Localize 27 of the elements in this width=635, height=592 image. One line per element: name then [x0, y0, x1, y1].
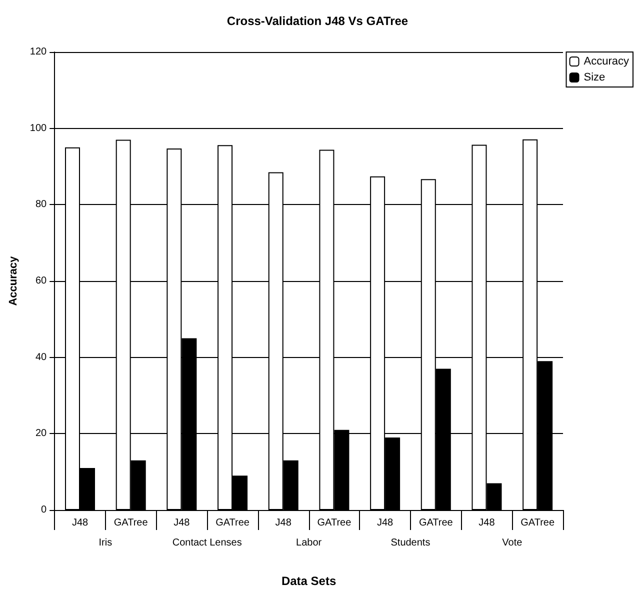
x-tick-label: GATree — [114, 518, 148, 528]
y-tick-label: 80 — [35, 199, 48, 210]
legend-label: Size — [584, 72, 606, 84]
x-tick-label: J48 — [72, 518, 89, 528]
text: Contact Lenses — [172, 538, 242, 548]
x-tick-label: J48 — [174, 518, 190, 528]
y-tick-label: 40 — [35, 352, 48, 363]
y-tick-label: 60 — [35, 276, 48, 286]
text: Vote — [502, 538, 523, 548]
chart-title: Cross-Validation J48 Vs GATree — [226, 14, 408, 28]
legend-label: Accuracy — [584, 56, 630, 68]
y-axis-title: Accuracy — [8, 255, 20, 306]
y-tick-label: 120 — [30, 46, 48, 58]
text: Students — [390, 538, 430, 548]
x-tick-label: GATree — [520, 518, 555, 528]
x-tick-label: GATree — [317, 518, 352, 528]
x-tick-label: J48 — [376, 518, 394, 528]
text: Labor — [296, 538, 322, 548]
x-tick-label: J48 — [275, 518, 292, 528]
x-tick-label: GATree — [216, 518, 250, 528]
text: Iris — [98, 538, 112, 548]
x-tick-label: J48 — [478, 518, 496, 528]
y-tick-label: 20 — [35, 428, 48, 440]
y-tick-label: 100 — [30, 122, 48, 134]
x-tick-label: GATree — [418, 518, 454, 528]
y-tick-label: 0 — [41, 504, 48, 516]
x-axis-title: Data Sets — [281, 574, 336, 588]
